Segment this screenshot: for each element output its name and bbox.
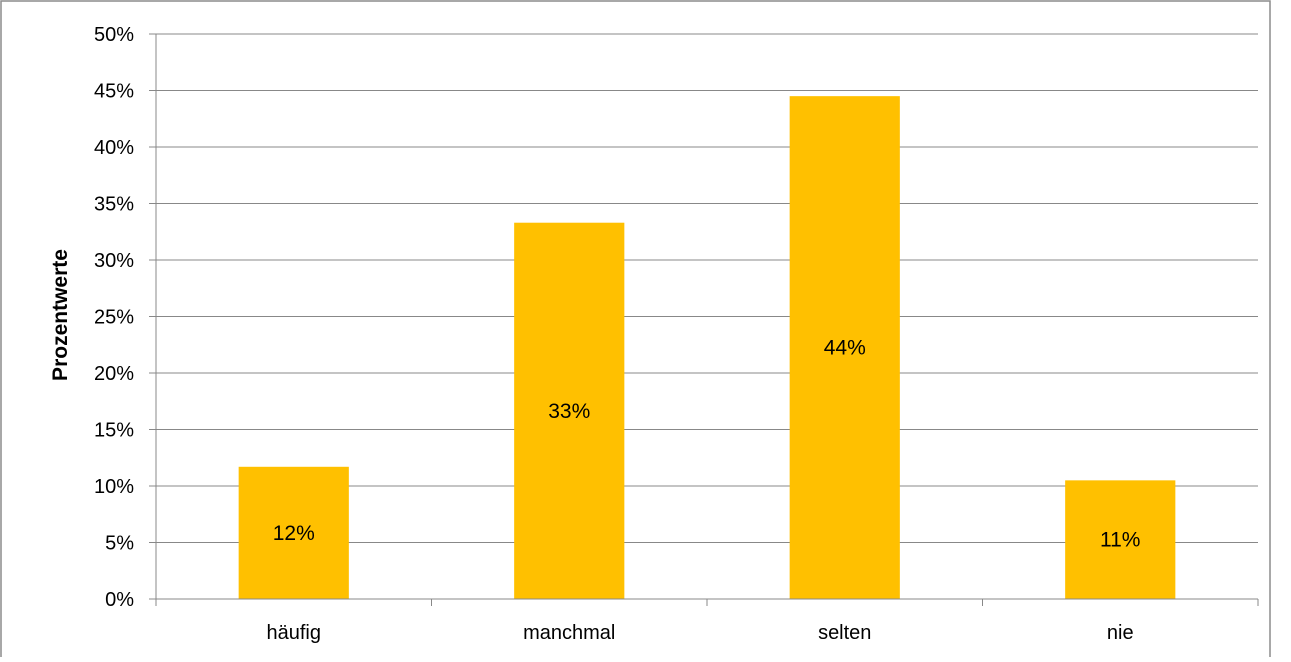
bar-4 (1065, 480, 1176, 599)
y-tick-label: 0% (105, 589, 134, 611)
y-tick-label: 10% (94, 476, 134, 498)
bars (238, 96, 1176, 600)
bar-1 (238, 466, 349, 599)
data-label: 44% (824, 337, 866, 360)
bar-2 (514, 222, 625, 599)
data-label: 33% (548, 400, 590, 423)
data-label: 11% (1100, 529, 1140, 552)
x-axis-ticks: häufig manchmal selten nie (155, 598, 1259, 644)
x-tick-label: manchmal (523, 622, 615, 644)
data-label: 12% (273, 522, 315, 545)
y-tick-label: 50% (94, 24, 134, 46)
x-tick-label: häufig (267, 622, 322, 644)
y-tick-label: 30% (94, 250, 134, 272)
bar-3 (789, 96, 900, 600)
y-tick-label: 25% (94, 307, 134, 329)
y-axis-label: Prozentwerte (49, 249, 72, 381)
y-tick-label: 45% (94, 81, 134, 103)
y-axis-ticks: 0% 5% 10% 15% 20% 25% 30% 35% 40% 45% 50% (94, 24, 157, 611)
y-tick-label: 15% (94, 420, 134, 442)
x-tick-label: selten (818, 622, 871, 644)
data-labels: 12% 33% 44% 11% (273, 337, 1141, 552)
x-tick-label: nie (1107, 622, 1134, 644)
y-tick-label: 5% (105, 533, 134, 555)
y-tick-label: 35% (94, 194, 134, 216)
y-tick-label: 40% (94, 137, 134, 159)
y-tick-label: 20% (94, 363, 134, 385)
